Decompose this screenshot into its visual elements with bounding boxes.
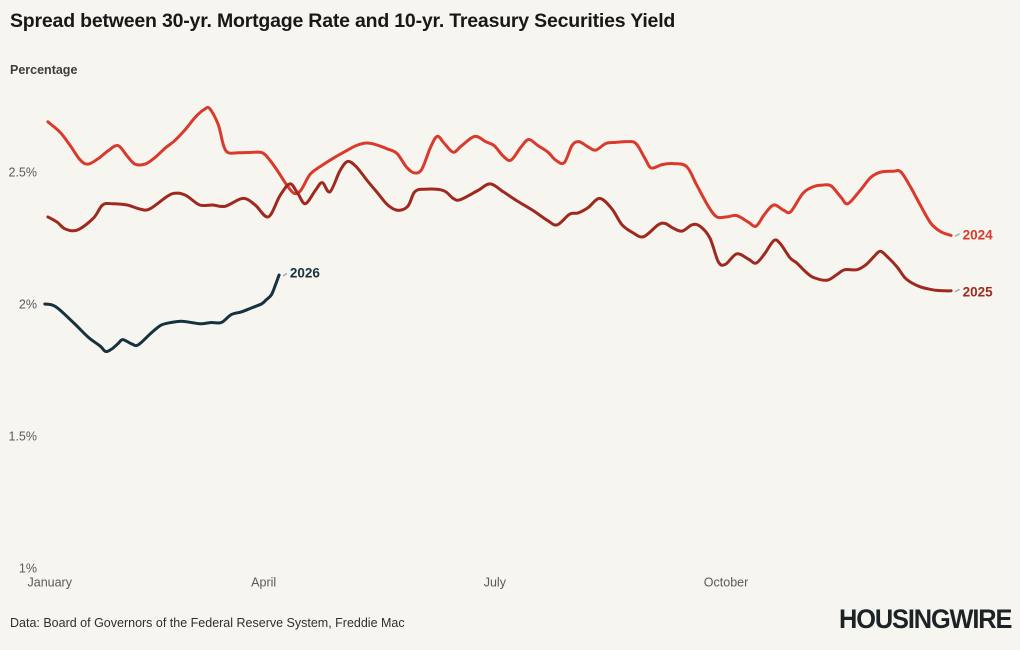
series-line-2026 (43, 273, 281, 354)
x-tick-label: January (28, 576, 73, 590)
housingwire-logo: HOUSINGWIRE (838, 604, 1012, 634)
series-label-tick-2026 (282, 272, 288, 277)
series-label-tick-2024 (954, 233, 960, 238)
series-label-tick-2025 (954, 288, 960, 293)
x-tick-label: July (484, 576, 507, 590)
series-line-2024 (46, 105, 953, 237)
page-title: Spread between 30-yr. Mortgage Rate and … (10, 10, 676, 32)
data-source-note: Data: Board of Governors of the Federal … (10, 616, 405, 630)
series-label-2024: 2024 (963, 228, 994, 243)
y-tick-label: 1% (19, 561, 37, 575)
y-tick-label: 2.5% (9, 165, 38, 179)
y-tick-label: 2% (19, 297, 37, 311)
series-label-2025: 2025 (963, 284, 994, 299)
series-label-2026: 2026 (290, 266, 321, 281)
series-line-2025 (46, 159, 953, 293)
y-axis-unit-label: Percentage (10, 63, 78, 77)
y-tick-label: 1.5% (9, 429, 38, 443)
x-tick-label: October (704, 576, 748, 590)
x-tick-label: April (251, 576, 276, 590)
